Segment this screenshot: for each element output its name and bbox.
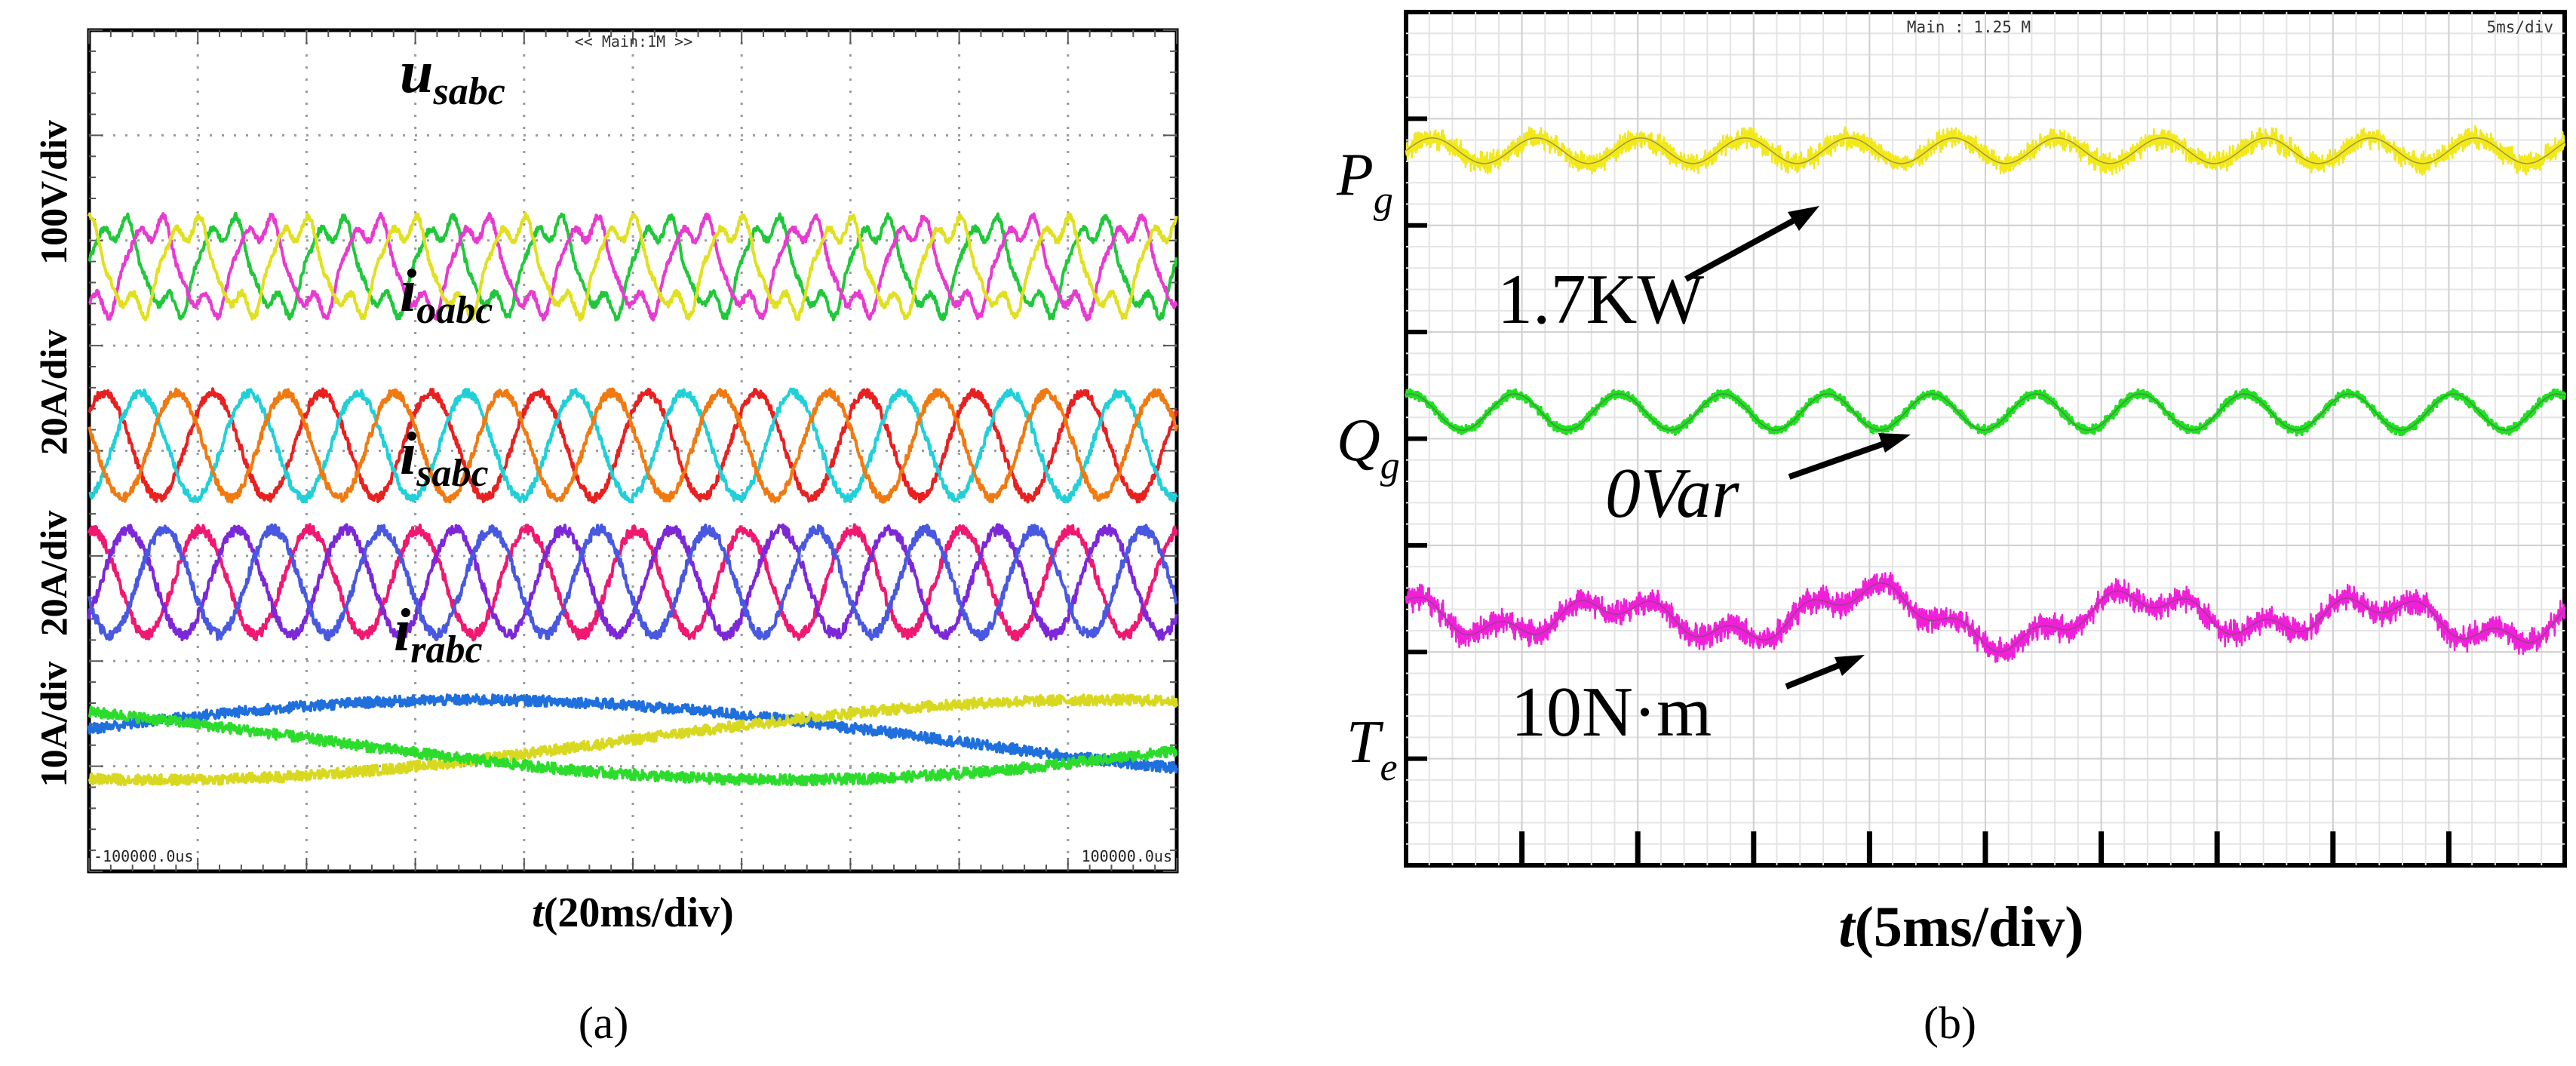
- channel-label-usabc: usabc: [400, 39, 505, 113]
- trace-irabc-c: [88, 705, 1178, 787]
- grid-a: [88, 29, 1177, 872]
- trace-label-qg: Qg: [1337, 407, 1400, 487]
- x-axis-title-b: t(5ms/div): [1838, 896, 2083, 959]
- header-b-right: 5ms/div: [2486, 18, 2553, 36]
- header-a: << Main:1M >>: [575, 32, 693, 51]
- panel-a: << Main:1M >> -100000.0us 100000.0us 100…: [32, 28, 1179, 1048]
- channel-label-isabc: isabc: [400, 421, 489, 495]
- x-axis-start-label: -100000.0us: [94, 847, 193, 865]
- trace-ioabc-b: [88, 387, 1178, 504]
- panel-b: Main : 1.25 M 5ms/div Pg Qg Te 1.7KW 0Va…: [1336, 10, 2567, 1048]
- trace-usabc-a: [88, 211, 1178, 322]
- trace-irabc-b: [88, 693, 1178, 787]
- trace-ioabc-c: [88, 387, 1178, 504]
- arrow-head-pg: [1788, 206, 1819, 231]
- scale-label-irabc: 10A/div: [32, 662, 75, 788]
- trace-isabc-a: [88, 523, 1178, 642]
- panel-label-b: (b): [1924, 998, 1976, 1048]
- arrow-qg: [1788, 436, 1899, 480]
- trace-center-Te: [1405, 582, 2565, 653]
- trace-usabc-b: [88, 211, 1178, 322]
- trace-isabc-b: [88, 523, 1178, 641]
- annotation-qg: 0Var: [1605, 454, 1739, 533]
- channel-label-irabc: irabc: [394, 598, 483, 671]
- ticks-b: [1406, 116, 2452, 865]
- channel-label-ioabc: ioabc: [400, 258, 493, 332]
- arrow-head-te: [1835, 655, 1865, 676]
- panel-label-a: (a): [579, 998, 629, 1048]
- traces-a: [88, 211, 1178, 787]
- trace-irabc-a: [88, 693, 1178, 774]
- trace-isabc-c: [88, 523, 1178, 642]
- arrow-heads: [1788, 206, 1911, 676]
- scale-label-ioabc: 20A/div: [32, 330, 75, 456]
- arrow-pg: [1684, 210, 1808, 282]
- annotation-pg: 1.7KW: [1497, 260, 1704, 339]
- trace-ioabc-a: [88, 387, 1178, 504]
- scale-label-isabc: 20A/div: [32, 511, 75, 637]
- trace-center-Pg: [1405, 137, 2565, 164]
- trace-usabc-c: [88, 211, 1178, 322]
- scale-label-usabc: 100V/div: [32, 120, 75, 265]
- trace-Pg: [1405, 124, 2566, 176]
- trace-label-te: Te: [1346, 709, 1398, 789]
- trace-Te: [1405, 571, 2566, 663]
- annotation-te: 10N·m: [1511, 673, 1712, 751]
- header-b: Main : 1.25 M: [1907, 18, 2031, 36]
- x-axis-end-label: 100000.0us: [1082, 847, 1172, 865]
- arrow-head-qg: [1878, 433, 1911, 453]
- traces-b: [1405, 124, 2566, 663]
- x-axis-title-a: t(20ms/div): [532, 889, 734, 936]
- trace-center-Qg: [1405, 393, 2565, 431]
- trace-label-pg: Pg: [1336, 142, 1393, 222]
